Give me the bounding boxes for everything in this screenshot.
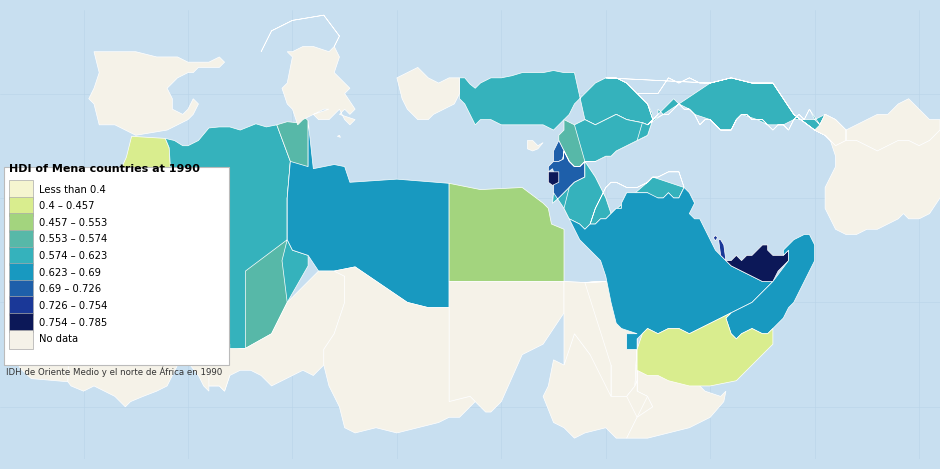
Bar bbox=[9, 263, 33, 282]
Polygon shape bbox=[637, 313, 773, 386]
Bar bbox=[9, 180, 33, 199]
Polygon shape bbox=[68, 292, 245, 407]
Polygon shape bbox=[527, 141, 543, 151]
FancyBboxPatch shape bbox=[4, 167, 229, 365]
Text: IDH de Oriente Medio y el norte de África en 1990: IDH de Oriente Medio y el norte de Áfric… bbox=[6, 367, 222, 378]
Polygon shape bbox=[245, 115, 308, 348]
Polygon shape bbox=[261, 15, 355, 125]
Bar bbox=[9, 330, 33, 348]
Polygon shape bbox=[288, 121, 449, 308]
Polygon shape bbox=[726, 245, 789, 281]
Text: No data: No data bbox=[39, 334, 79, 344]
Polygon shape bbox=[548, 172, 558, 185]
Text: 0.623 – 0.69: 0.623 – 0.69 bbox=[39, 268, 102, 278]
Polygon shape bbox=[131, 124, 308, 351]
Polygon shape bbox=[337, 135, 340, 137]
Polygon shape bbox=[825, 130, 940, 234]
Bar bbox=[9, 247, 33, 265]
Text: 0.754 – 0.785: 0.754 – 0.785 bbox=[39, 318, 108, 327]
Text: 0.69 – 0.726: 0.69 – 0.726 bbox=[39, 284, 102, 294]
Polygon shape bbox=[627, 381, 648, 417]
Polygon shape bbox=[9, 222, 131, 348]
Bar bbox=[9, 280, 33, 299]
Bar bbox=[9, 313, 33, 332]
Polygon shape bbox=[9, 222, 131, 382]
Polygon shape bbox=[718, 240, 726, 261]
Polygon shape bbox=[543, 281, 652, 438]
Text: 0.574 – 0.623: 0.574 – 0.623 bbox=[39, 251, 108, 261]
Polygon shape bbox=[10, 136, 170, 292]
Polygon shape bbox=[570, 188, 773, 349]
Polygon shape bbox=[674, 188, 695, 208]
Polygon shape bbox=[460, 70, 652, 130]
Polygon shape bbox=[209, 271, 345, 391]
Polygon shape bbox=[558, 114, 648, 166]
Text: 0.457 – 0.553: 0.457 – 0.553 bbox=[39, 218, 108, 228]
Polygon shape bbox=[88, 52, 225, 135]
Bar bbox=[9, 213, 33, 232]
Polygon shape bbox=[449, 183, 564, 281]
Polygon shape bbox=[605, 78, 846, 146]
Text: HDI of Mena countries at 1990: HDI of Mena countries at 1990 bbox=[9, 164, 200, 174]
Polygon shape bbox=[553, 161, 611, 229]
Polygon shape bbox=[564, 281, 611, 396]
Polygon shape bbox=[449, 281, 637, 412]
Bar bbox=[9, 296, 33, 315]
Text: 0.4 – 0.457: 0.4 – 0.457 bbox=[39, 201, 95, 211]
Polygon shape bbox=[563, 114, 684, 229]
Bar bbox=[9, 230, 33, 249]
Polygon shape bbox=[815, 98, 940, 151]
Bar bbox=[9, 197, 33, 216]
Text: 0.726 – 0.754: 0.726 – 0.754 bbox=[39, 301, 108, 311]
Polygon shape bbox=[323, 267, 476, 433]
Polygon shape bbox=[726, 234, 815, 339]
Text: Less than 0.4: Less than 0.4 bbox=[39, 185, 106, 195]
Polygon shape bbox=[627, 281, 726, 438]
Polygon shape bbox=[554, 141, 564, 161]
Polygon shape bbox=[397, 68, 460, 120]
Text: 0.553 – 0.574: 0.553 – 0.574 bbox=[39, 234, 108, 244]
Polygon shape bbox=[548, 151, 585, 203]
Polygon shape bbox=[713, 235, 717, 241]
